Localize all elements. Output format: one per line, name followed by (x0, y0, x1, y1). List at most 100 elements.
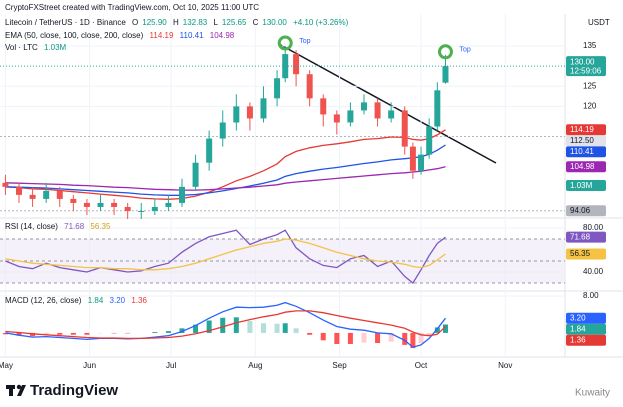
candle-body (165, 202, 172, 207)
rsi-line (5, 229, 446, 284)
countdown: 12:59:06 (570, 66, 602, 75)
axis-tag (566, 124, 606, 136)
rsi-legend: RSI (14, close) 71.68 56.35 (5, 222, 114, 231)
histogram-bar (260, 323, 266, 333)
histogram-bar (179, 328, 185, 333)
histogram-bar (347, 332, 353, 344)
histogram-bar (418, 332, 424, 344)
candle-body (56, 190, 63, 199)
candle-body (260, 98, 267, 119)
histogram-bar (165, 331, 171, 333)
candle-body (29, 194, 36, 199)
symbol-legend: Litecoin / TetherUS · 1D · Binance O 125.… (5, 18, 352, 27)
axis-tag (566, 56, 606, 77)
candle-body (293, 54, 300, 75)
axis-tag (566, 248, 606, 260)
rsi-value: 71.68 (64, 222, 85, 231)
ema-line (5, 144, 446, 196)
histogram-bar (334, 332, 340, 344)
histogram-bar (43, 332, 49, 335)
histogram-bar (30, 332, 36, 337)
annotation: Top (459, 47, 470, 54)
macd-legend: MACD (12, 26, close) 1.84 3.20 1.36 (5, 296, 151, 305)
x-tick-label: Aug (248, 361, 262, 370)
axis-tag-label: 1.36 (570, 335, 586, 344)
macd-value: 3.20 (109, 296, 126, 305)
ema-line (5, 166, 446, 191)
top-marker (277, 35, 293, 51)
axis-tag (566, 312, 606, 324)
candle-body (409, 146, 416, 171)
y-tick-label: 8.00 (583, 291, 599, 300)
candle-body (442, 66, 449, 83)
histogram-bar (410, 332, 416, 349)
axis-tag-label: 56.35 (570, 249, 591, 258)
signal-value: 1.36 (131, 296, 147, 305)
change: +4.10 (+3.26%) (293, 18, 349, 27)
axis-tag (566, 146, 606, 158)
x-tick-label: May (0, 361, 13, 370)
symbol: Litecoin / TetherUS · 1D · Binance (5, 18, 126, 27)
macd-line (5, 310, 446, 340)
candle-body (401, 110, 408, 147)
y-tick-label: 120 (583, 101, 597, 110)
hist-value: 1.84 (87, 296, 104, 305)
histogram-bar (320, 332, 326, 341)
histogram-bar (247, 320, 253, 333)
tradingview-logo (6, 384, 26, 396)
ohlc-value: 125.90 (142, 18, 167, 27)
rsi-ma-value: 56.35 (90, 222, 111, 231)
ohlc-value: 130.00 (262, 18, 287, 27)
histogram-bar (152, 332, 158, 333)
histogram-bar (2, 332, 8, 335)
y-tick-label: 40.00 (583, 267, 604, 276)
candle-body (320, 98, 327, 115)
ohlc-value: 125.65 (221, 18, 247, 27)
candle-body (2, 182, 9, 187)
ema-line (5, 129, 446, 200)
histogram-bar (375, 332, 381, 344)
ema-legend: EMA (50, close, 100, close, 200, close) … (5, 31, 238, 40)
axis-tag-label: 112.50 (570, 136, 594, 145)
ema-value: 104.98 (209, 31, 235, 40)
ohlc-value: 132.83 (182, 18, 208, 27)
histogram-bar (220, 317, 226, 333)
candle-body (388, 110, 395, 119)
histogram-bar (402, 332, 408, 345)
axis-tag-label: 110.41 (570, 147, 594, 156)
candle-body (360, 102, 367, 111)
candle-body (206, 138, 213, 163)
histogram-bar (307, 332, 313, 335)
axis-tag-label: 114.19 (570, 125, 594, 134)
y-tick-label: 80.00 (583, 223, 604, 232)
macd-title: MACD (12, 26, close) (5, 296, 82, 305)
ema-value: 110.41 (179, 31, 204, 40)
vol-value: 1.03M (43, 43, 67, 52)
annotation: Top (299, 38, 310, 45)
candle-body (347, 110, 354, 123)
candle-body (43, 190, 50, 199)
histogram-bar (274, 323, 280, 333)
histogram-bar (361, 332, 367, 343)
axis-tag (566, 323, 606, 335)
candle-body (151, 206, 158, 211)
candle-body (246, 106, 253, 119)
axis-tag-label: 1.84 (570, 324, 586, 333)
currency: USDT (588, 18, 610, 27)
axis-tag (566, 135, 606, 147)
axis-tag-label: 71.68 (570, 232, 591, 241)
candle-body (306, 74, 313, 99)
x-tick-label: Nov (498, 361, 512, 370)
candle-body (426, 126, 433, 155)
histogram-bar (293, 328, 299, 333)
candle-body (178, 186, 185, 203)
candle-body (124, 206, 131, 211)
candle-body (274, 78, 281, 99)
candle-body (219, 122, 226, 139)
y-tick-label: 125 (583, 81, 597, 90)
candle-body (70, 198, 77, 203)
histogram-bar (16, 332, 22, 336)
histogram-bar (388, 332, 394, 342)
